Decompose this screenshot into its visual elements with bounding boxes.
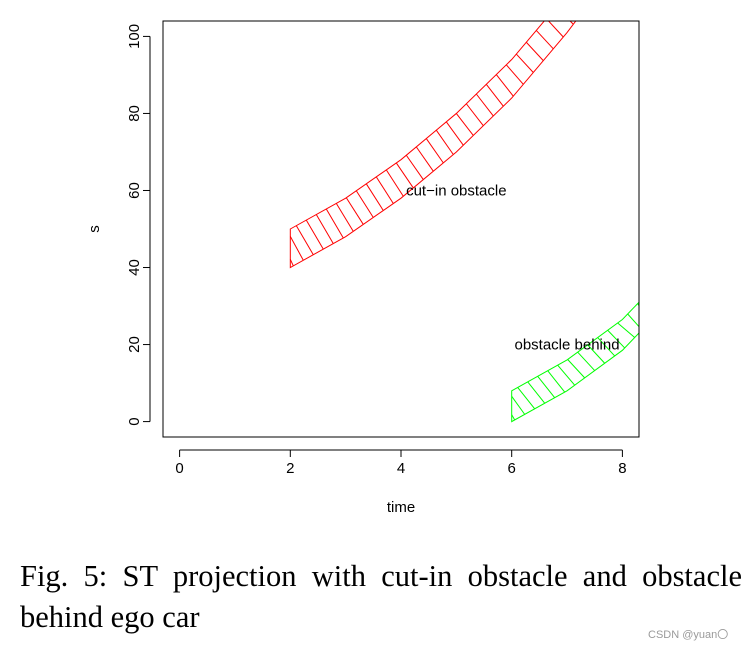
x-tick-label: 8: [618, 460, 626, 477]
series-2-band: [511, 301, 639, 423]
hatch-line: [566, 0, 583, 11]
x-tick-label: 4: [397, 460, 405, 477]
hatch-line: [435, 129, 454, 155]
hatch-line: [295, 225, 314, 255]
hatch-line: [511, 396, 526, 415]
y-tick-label: 80: [126, 105, 143, 122]
hatch-line: [405, 154, 424, 180]
hatch-line: [569, 21, 574, 25]
hatch-line: [547, 370, 566, 393]
hatch-line: [365, 183, 384, 211]
watermark: CSDN @yuan〇: [648, 629, 729, 641]
hatch-line: [345, 197, 364, 225]
hatch-line: [537, 375, 556, 398]
hatch-line: [557, 364, 576, 386]
y-tick-label: 0: [126, 417, 143, 425]
hatch-line: [465, 103, 484, 127]
hatch-line: [547, 21, 564, 38]
hatch-line: [577, 351, 596, 371]
hatch-line: [567, 359, 586, 379]
hatch-line: [475, 93, 494, 117]
x-tick-label: 6: [508, 460, 516, 477]
hatch-line: [425, 138, 444, 164]
series-1-band: [289, 0, 583, 269]
annotation-1: cut−in obstacle: [406, 182, 506, 199]
hatch-line: [305, 219, 324, 250]
series-2-outline: [511, 301, 639, 423]
hatch-line: [325, 208, 344, 239]
hatch-line: [627, 313, 639, 327]
x-tick-label: 2: [286, 460, 294, 477]
hatch-line: [517, 387, 536, 410]
hatch-line: [455, 113, 474, 136]
hatch-line: [515, 53, 534, 73]
y-axis-label: s: [86, 225, 103, 233]
hatch-line: [289, 236, 304, 261]
hatch-line: [597, 337, 616, 357]
figure-caption: Fig. 5: ST projection with cut-in obstac…: [20, 559, 742, 634]
y-tick-label: 100: [126, 24, 143, 49]
hatch-line: [617, 322, 636, 338]
hatch-line: [527, 381, 546, 404]
hatch-line: [511, 414, 516, 421]
hatch-line: [505, 64, 524, 85]
hatch-line: [395, 162, 414, 189]
hatch-line: [385, 169, 404, 197]
annotation-2: obstacle behind: [514, 337, 619, 354]
hatch-line: [375, 176, 394, 204]
hatch-line: [335, 203, 354, 232]
plot-frame: [162, 20, 640, 438]
hatch-line: [495, 74, 514, 97]
y-tick-label: 20: [126, 336, 143, 353]
x-axis-label: time: [387, 499, 415, 516]
hatch-line: [587, 344, 606, 364]
hatch-line: [607, 329, 626, 349]
hatch-line: [445, 121, 464, 146]
hatch-line: [415, 146, 434, 172]
series-1-outline: [289, 21, 577, 269]
hatch-line: [355, 190, 374, 218]
hatch-line: [535, 30, 554, 50]
hatch-line: [525, 41, 544, 61]
hatch-line: [485, 83, 504, 107]
x-tick-label: 0: [175, 460, 183, 477]
y-tick-label: 40: [126, 259, 143, 276]
y-tick-label: 60: [126, 182, 143, 199]
hatch-line: [315, 214, 334, 244]
